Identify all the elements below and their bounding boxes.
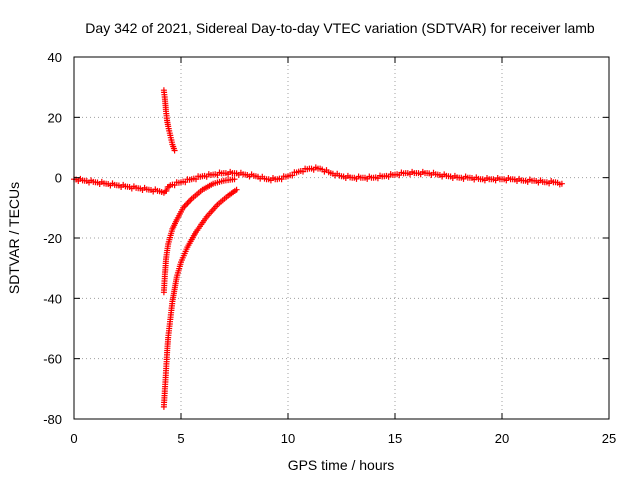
y-axis-label: SDTVAR / TECUs xyxy=(6,182,22,294)
axis-ticks: 0 5 10 15 20 25 -80 -60 -40 -20 0 20 40 xyxy=(43,50,616,446)
series-main xyxy=(71,164,565,196)
chart-title: Day 342 of 2021, Sidereal Day-to-day VTE… xyxy=(85,20,595,36)
data-series xyxy=(71,87,565,410)
y-tick-label: -40 xyxy=(43,291,62,306)
y-tick-label: 20 xyxy=(48,110,62,125)
series-upper-branch xyxy=(160,87,178,154)
data-point xyxy=(163,187,170,194)
x-axis-label: GPS time / hours xyxy=(288,457,395,473)
data-point xyxy=(233,186,240,193)
series-lower-branch xyxy=(160,186,240,410)
x-tick-label: 5 xyxy=(177,431,184,446)
data-point xyxy=(289,172,296,179)
grid-lines xyxy=(74,57,609,419)
y-tick-label: 40 xyxy=(48,50,62,65)
x-tick-label: 0 xyxy=(70,431,77,446)
y-tick-label: 0 xyxy=(55,171,62,186)
series-middle-branch xyxy=(160,176,238,296)
x-tick-label: 15 xyxy=(388,431,402,446)
x-tick-label: 25 xyxy=(602,431,616,446)
data-point xyxy=(171,147,178,154)
y-tick-label: -60 xyxy=(43,352,62,367)
x-tick-label: 10 xyxy=(281,431,295,446)
data-point xyxy=(231,176,238,183)
x-tick-label: 20 xyxy=(495,431,509,446)
y-tick-label: -80 xyxy=(43,412,62,427)
y-tick-label: -20 xyxy=(43,231,62,246)
data-point xyxy=(558,180,565,187)
